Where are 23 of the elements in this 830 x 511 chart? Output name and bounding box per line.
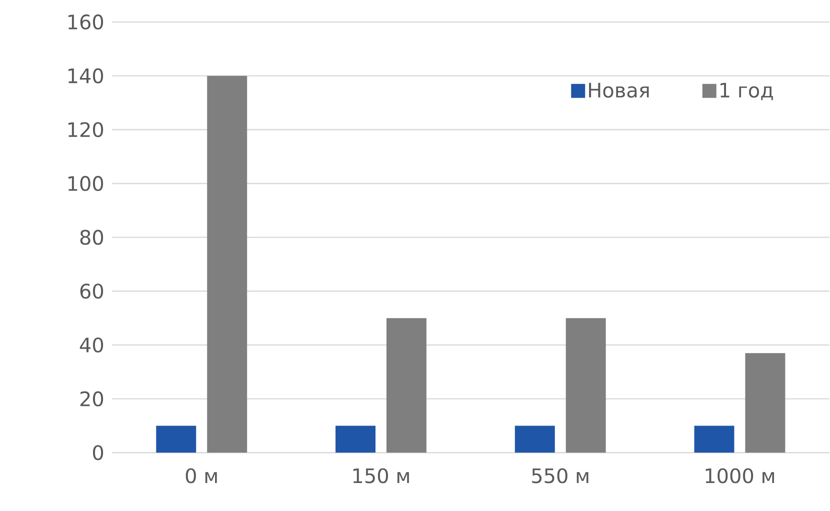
- bar: [386, 318, 426, 453]
- x-tick-label: 150 м: [353, 468, 409, 484]
- bar: [514, 426, 555, 453]
- y-tick-label: 0: [92, 445, 104, 460]
- x-tick-label: 1000 м: [706, 468, 774, 484]
- y-tick-label: 80: [80, 230, 104, 246]
- bar: [336, 426, 376, 453]
- bar: [156, 426, 196, 453]
- bar: [694, 426, 734, 453]
- bar: [745, 353, 786, 453]
- y-tick-label: 140: [68, 68, 104, 84]
- legend-label: Новая: [589, 83, 649, 98]
- x-tick-label: 550 м: [532, 468, 588, 484]
- x-tick-label: 0 м: [186, 468, 217, 484]
- y-tick-label: 20: [80, 391, 104, 407]
- y-tick-label: 60: [80, 284, 104, 299]
- y-tick-label: 160: [68, 14, 104, 30]
- y-tick-label: 40: [80, 338, 104, 353]
- bar: [566, 318, 606, 453]
- bar: [207, 76, 248, 453]
- y-tick-label: 100: [68, 176, 104, 192]
- legend-label: 1 год: [720, 83, 773, 100]
- y-tick-label: 120: [68, 122, 104, 138]
